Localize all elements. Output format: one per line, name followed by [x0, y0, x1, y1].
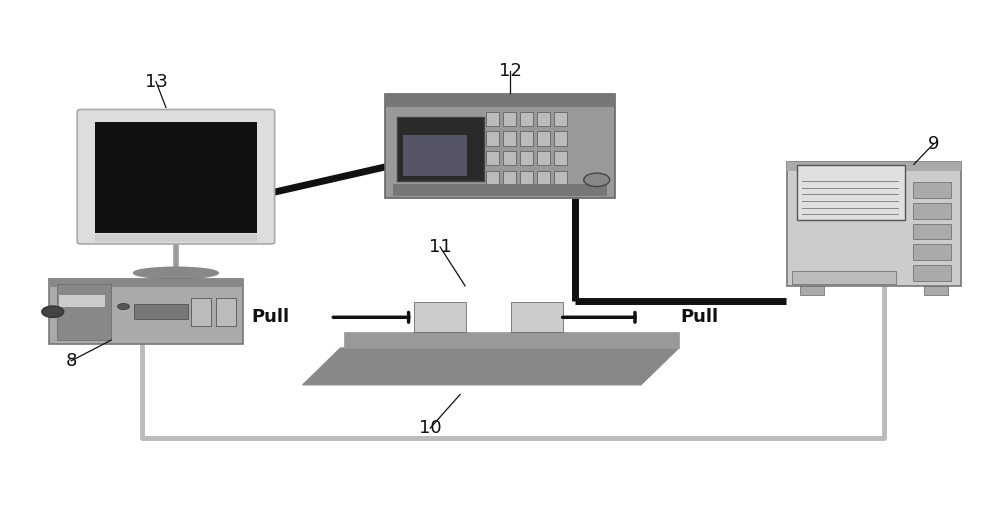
Text: 10: 10	[419, 419, 442, 437]
Text: 11: 11	[429, 238, 452, 256]
Bar	[520, 151, 533, 165]
Bar	[787, 162, 961, 286]
Bar	[486, 171, 499, 185]
Bar	[397, 117, 484, 181]
Bar	[403, 135, 467, 176]
Bar	[486, 131, 499, 146]
Bar	[59, 295, 105, 307]
Bar	[503, 131, 516, 146]
Bar	[913, 183, 951, 198]
Bar	[792, 271, 896, 284]
Bar	[554, 131, 567, 146]
Bar	[520, 112, 533, 126]
Bar	[913, 224, 951, 239]
Bar	[385, 95, 615, 108]
Polygon shape	[303, 348, 679, 385]
Bar	[797, 165, 905, 219]
Bar	[787, 162, 961, 171]
Text: 13: 13	[145, 73, 167, 90]
Bar	[503, 112, 516, 126]
Polygon shape	[344, 332, 679, 348]
Bar	[800, 286, 824, 295]
Bar	[913, 203, 951, 218]
Bar	[511, 302, 563, 332]
Circle shape	[118, 304, 130, 309]
Text: Pull: Pull	[252, 308, 290, 326]
Ellipse shape	[134, 267, 218, 279]
Bar	[216, 298, 236, 326]
Bar	[134, 304, 188, 319]
Bar	[554, 171, 567, 185]
Bar	[924, 286, 948, 295]
Bar	[537, 112, 550, 126]
Bar	[95, 233, 257, 242]
FancyBboxPatch shape	[77, 110, 275, 244]
Bar	[520, 171, 533, 185]
Circle shape	[584, 173, 610, 187]
Text: Pull: Pull	[680, 308, 719, 326]
Circle shape	[42, 306, 64, 317]
Bar	[537, 131, 550, 146]
Text: 8: 8	[66, 352, 77, 370]
Bar	[49, 279, 243, 287]
Bar	[191, 298, 211, 326]
Bar	[503, 151, 516, 165]
Bar	[503, 171, 516, 185]
Bar	[537, 151, 550, 165]
Bar	[913, 244, 951, 260]
Bar	[393, 185, 607, 196]
Bar	[554, 112, 567, 126]
Text: 9: 9	[928, 135, 940, 153]
Bar	[49, 279, 243, 344]
Bar	[520, 131, 533, 146]
Text: 12: 12	[499, 62, 521, 80]
Bar	[486, 112, 499, 126]
Bar	[486, 151, 499, 165]
Bar	[385, 95, 615, 198]
Bar	[414, 302, 466, 332]
Bar	[57, 283, 111, 340]
Bar	[554, 151, 567, 165]
Bar	[95, 122, 257, 233]
Bar	[913, 265, 951, 281]
Bar	[537, 171, 550, 185]
